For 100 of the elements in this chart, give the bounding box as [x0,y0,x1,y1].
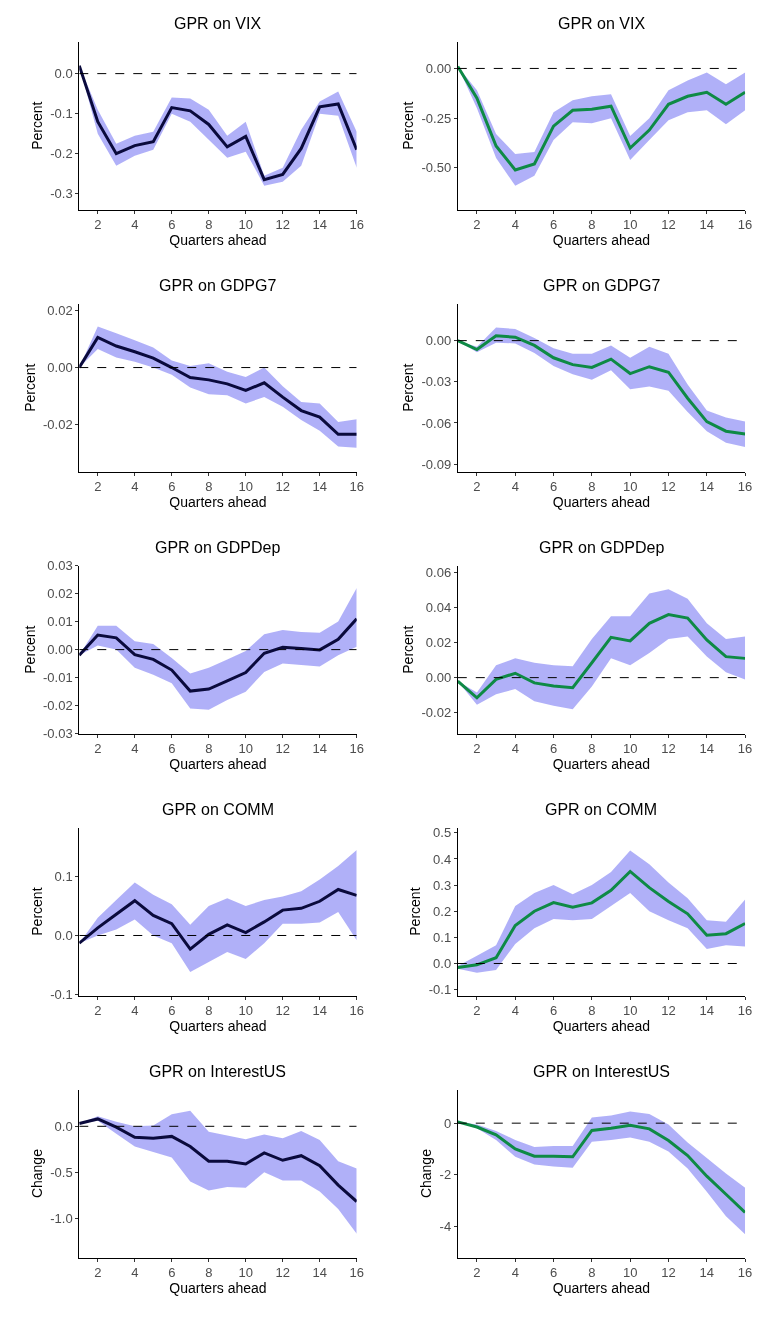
x-tick-label: 12 [275,1003,290,1019]
chart-title: GPR on GDPDep [539,539,665,556]
line-series [457,613,746,700]
x-tick-label: 12 [661,217,676,233]
y-tick-label: -0.5 [50,1164,73,1180]
y-axis-title: Percent [28,887,45,936]
x-tick-label: 2 [473,479,481,495]
x-tick-label: 10 [238,1003,253,1019]
x-axis-title: Quarters ahead [552,756,651,773]
x-tick-label: 14 [699,1265,715,1281]
x-tick-label: 10 [622,1003,638,1019]
x-tick-label: 8 [588,479,596,495]
x-tick-label: 8 [588,1265,596,1281]
x-tick-label: 14 [312,479,327,495]
x-tick-label: 6 [549,1265,558,1281]
x-tick-label: 6 [549,741,558,757]
x-tick-label: 2 [94,1265,102,1281]
x-axis-title: Quarters ahead [169,494,267,511]
x-tick-label: 8 [205,479,213,495]
chart-title: GPR on COMM [162,801,275,818]
y-tick-label: 0.0 [54,928,73,944]
line-series [79,1117,357,1204]
x-tick-label: 10 [238,479,253,495]
x-tick-label: 2 [473,217,481,233]
x-tick-label: 10 [622,1265,638,1281]
y-tick-label: -2 [439,1167,452,1183]
x-tick-label: 4 [131,741,139,757]
x-tick-label: 12 [661,1003,676,1019]
chart-title: GPR on GDPG7 [543,277,661,294]
chart-title: GPR on InterestUS [149,1063,286,1080]
y-tick-label: 0.06 [425,565,452,581]
x-tick-label: 8 [588,217,596,233]
line-series [457,1120,746,1214]
x-tick-label: 6 [168,741,176,757]
x-axis-title: Quarters ahead [169,1018,267,1035]
x-tick-label: 14 [699,741,715,757]
x-tick-label: 8 [588,1003,596,1019]
y-tick-label: -0.3 [50,186,73,202]
y-tick-label: -0.1 [50,106,73,122]
y-axis-title: Percent [21,625,38,674]
x-tick-label: 4 [131,1265,139,1281]
y-tick-label: -0.06 [421,415,452,431]
x-tick-label: 8 [205,217,213,233]
x-tick-label: 4 [511,1003,519,1019]
y-tick-label: 0.1 [54,869,73,885]
x-tick-label: 14 [699,217,715,233]
y-tick-label: 0.04 [425,600,452,616]
y-tick-label: 0.0 [54,66,73,82]
y-tick-label: 0.02 [425,635,452,651]
x-tick-label: 6 [168,217,176,233]
x-tick-label: 2 [94,741,102,757]
x-tick-label: 10 [238,1265,253,1281]
x-tick-label: 10 [622,479,638,495]
y-tick-label: 0.02 [47,302,73,318]
y-tick-label: 0.03 [47,558,73,574]
x-tick-label: 16 [737,479,753,495]
y-axis-title: Percent [400,101,417,150]
x-tick-label: 16 [737,741,753,757]
x-tick-label: 12 [275,479,290,495]
y-tick-label: 0.2 [433,903,452,919]
x-tick-label: 4 [511,479,519,495]
x-tick-label: 8 [205,1265,213,1281]
x-tick-label: 6 [549,479,558,495]
x-tick-label: 16 [349,1003,364,1019]
y-tick-label: 0.0 [54,1118,73,1134]
y-tick-label: -0.2 [50,146,73,162]
y-tick-label: 0.01 [47,614,73,630]
y-tick-label: -0.02 [43,698,73,714]
y-tick-label: -0.25 [421,110,452,126]
y-tick-label: 0.02 [47,586,73,602]
y-tick-label: 0.1 [433,929,452,945]
x-tick-label: 8 [205,741,213,757]
x-tick-label: 4 [511,217,519,233]
x-tick-label: 16 [349,741,364,757]
x-tick-label: 12 [661,741,676,757]
y-tick-label: -4 [439,1219,452,1235]
x-axis-title: Quarters ahead [552,494,651,511]
y-axis-title: Percent [400,363,417,412]
x-axis-title: Quarters ahead [552,1018,651,1035]
y-tick-label: -0.01 [43,670,73,686]
x-tick-label: 8 [205,1003,213,1019]
x-tick-label: 4 [131,479,139,495]
x-tick-label: 8 [588,741,596,757]
y-tick-label: -0.02 [421,705,452,721]
x-axis-title: Quarters ahead [169,756,267,773]
y-tick-label: -0.1 [50,987,73,1003]
x-tick-label: 6 [549,217,558,233]
x-tick-label: 2 [473,741,481,757]
y-axis-title: Change [28,1148,45,1199]
x-tick-label: 14 [312,217,327,233]
x-tick-label: 2 [94,217,102,233]
x-tick-label: 16 [737,1265,753,1281]
x-tick-label: 4 [131,217,139,233]
x-tick-label: 6 [549,1003,558,1019]
x-tick-label: 12 [275,217,290,233]
line-series [79,617,357,693]
x-tick-label: 16 [737,1003,753,1019]
x-tick-label: 16 [349,1265,364,1281]
y-axis-title: Percent [400,625,417,674]
x-tick-label: 10 [622,217,638,233]
